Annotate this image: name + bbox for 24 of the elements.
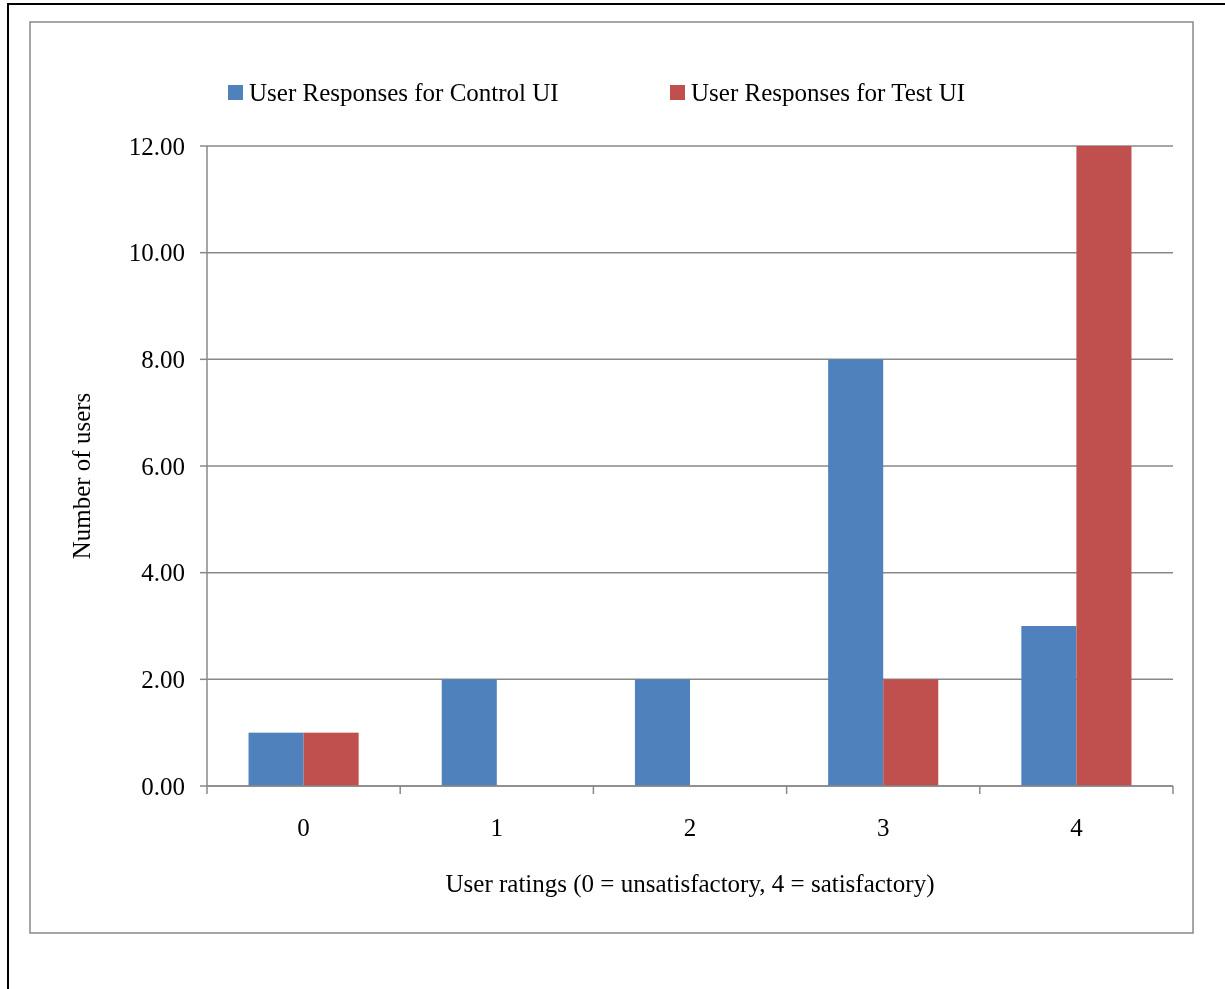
y-tick-label: 4.00 [141,559,185,587]
y-tick-label: 2.00 [141,666,185,694]
bar [883,679,939,786]
y-tick-label: 6.00 [141,452,185,480]
x-axis-title: User ratings (0 = unsatisfactory, 4 = satisfactory) [445,870,935,898]
bar [248,732,304,786]
y-tick-label: 8.00 [141,346,185,374]
x-tick-label: 4 [1070,814,1084,841]
bar [441,679,497,786]
x-tick-label: 0 [297,814,310,841]
bar [828,359,884,786]
bar [1021,626,1077,786]
bar [1076,146,1132,786]
x-tick-label: 1 [490,814,504,841]
y-tick-label: 10.00 [128,239,185,267]
bar [303,732,359,786]
bar [634,679,690,786]
y-axis-title: Number of users [68,392,95,560]
x-tick-label: 2 [683,814,697,841]
y-tick-label: 12.00 [128,132,185,160]
x-tick-label: 3 [876,814,890,841]
y-tick-label: 0.00 [141,772,185,800]
legend-label: User Responses for Test UI [691,79,966,106]
legend-label: User Responses for Control UI [249,79,559,106]
